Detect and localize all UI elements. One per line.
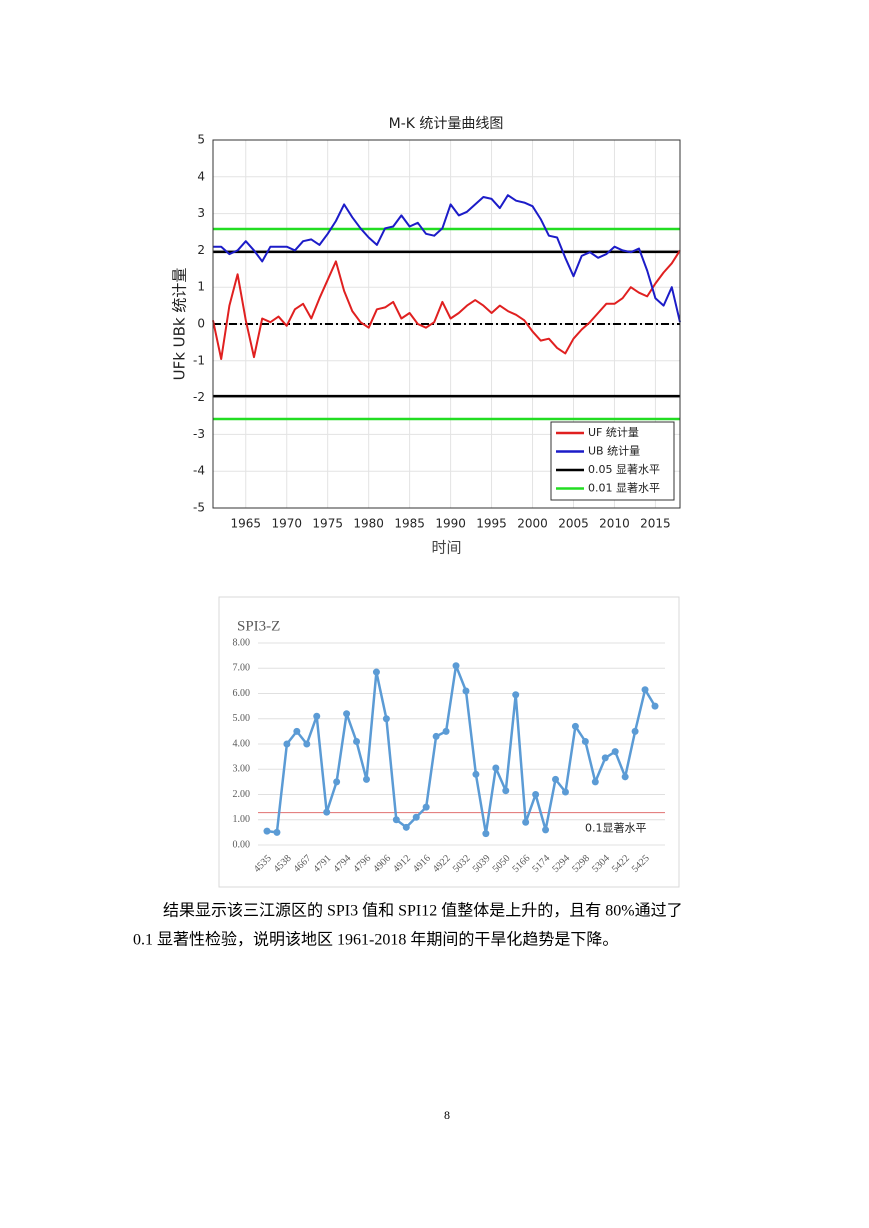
y-tick-label: 4 <box>197 169 205 183</box>
x-tick-label: 1995 <box>476 517 507 531</box>
point <box>581 737 589 745</box>
x-tick-label: 2005 <box>558 517 589 531</box>
x-axis-label: 时间 <box>431 539 461 557</box>
legend-label: 0.05 显著水平 <box>588 462 660 476</box>
page-number: 8 <box>444 1108 450 1122</box>
series-line <box>266 664 657 835</box>
point <box>333 778 341 786</box>
point <box>263 827 271 835</box>
point <box>492 764 500 772</box>
point <box>552 775 560 783</box>
y-tick-label: 5.00 <box>233 713 251 724</box>
legend-label: 0.01 显著水平 <box>588 481 660 495</box>
y-tick-label: 3 <box>197 206 205 220</box>
chart-frame <box>218 596 680 888</box>
point <box>382 715 390 723</box>
y-tick-label: -2 <box>193 390 205 404</box>
y-tick-label: 4.00 <box>233 738 251 749</box>
reference-label: 0.1显著水平 <box>585 821 647 835</box>
y-tick-label: 8.00 <box>233 637 251 648</box>
point <box>362 775 370 783</box>
point <box>422 803 430 811</box>
y-tick-label: 7.00 <box>233 663 251 674</box>
y-tick-label: 0 <box>197 317 205 331</box>
point <box>571 722 579 730</box>
point <box>532 791 540 798</box>
point <box>641 686 649 694</box>
point <box>472 770 480 778</box>
point <box>273 828 281 836</box>
x-tick-label: 2015 <box>640 517 671 531</box>
point <box>512 691 520 699</box>
point <box>412 813 420 821</box>
y-tick-label: 5 <box>197 133 205 147</box>
point <box>432 732 440 740</box>
point <box>542 826 550 834</box>
plot-frame <box>212 139 681 509</box>
point <box>442 727 450 735</box>
point <box>392 816 400 824</box>
point <box>303 740 311 748</box>
legend-label: UF 统计量 <box>588 426 639 439</box>
point <box>313 712 321 720</box>
point <box>601 754 609 762</box>
point <box>522 818 530 826</box>
legend-box <box>550 421 675 501</box>
y-tick-label: 3.00 <box>233 764 251 775</box>
legend-label: UB 统计量 <box>588 445 640 458</box>
y-tick-label: 1 <box>197 280 205 294</box>
y-tick-label: 2 <box>197 243 205 257</box>
x-tick-label: 1980 <box>353 517 384 531</box>
point <box>323 808 331 816</box>
y-tick-label: -4 <box>193 464 205 478</box>
x-tick-label: 2010 <box>599 517 630 531</box>
y-tick-label: 0.00 <box>233 839 251 850</box>
x-tick-label: 2000 <box>517 517 548 531</box>
point <box>621 773 629 781</box>
point <box>611 748 619 756</box>
paragraph-line: 0.1 显著性检验，说明该地区 1961-2018 年期间的干旱化趋势是下降。 <box>133 931 618 949</box>
y-tick-label: 2.00 <box>233 789 251 800</box>
point <box>343 710 351 718</box>
x-tick-label: 1975 <box>312 517 343 531</box>
y-tick-label: -1 <box>193 353 205 367</box>
x-tick-label: 1990 <box>435 517 466 531</box>
chart-title: M-K 统计量曲线图 <box>389 116 504 132</box>
y-tick-label: -3 <box>193 427 205 441</box>
chart: M-K 统计量曲线图 -5 -4 -3 -2 -1 0 1 2 3 4 5 1965 1970 1975 19… <box>171 116 681 557</box>
y-tick-label: 1.00 <box>233 814 251 825</box>
point <box>402 823 410 831</box>
point <box>502 787 510 795</box>
point <box>462 687 470 695</box>
point <box>452 662 460 670</box>
x-tick-label: 1985 <box>394 517 425 531</box>
y-tick-label: 6.00 <box>233 688 251 699</box>
point <box>293 727 301 735</box>
x-tick-label: 1970 <box>271 517 302 531</box>
point <box>561 788 569 796</box>
chart-title: SPI3-Z <box>237 618 280 634</box>
point <box>353 737 361 745</box>
y-tick-label: -5 <box>193 501 205 515</box>
series-line <box>212 249 681 360</box>
point <box>372 668 380 676</box>
point <box>591 778 599 786</box>
point <box>631 727 639 735</box>
x-tick-label: 1965 <box>230 517 261 531</box>
point <box>482 830 490 838</box>
series-line <box>213 194 681 323</box>
y-axis-label: UFk UBk 统计量 <box>171 268 189 381</box>
point <box>283 740 291 748</box>
paragraph-line: 结果显示该三江源区的 SPI3 值和 SPI12 值整体是上升的，且有 80%通… <box>163 902 683 920</box>
point <box>651 702 659 710</box>
